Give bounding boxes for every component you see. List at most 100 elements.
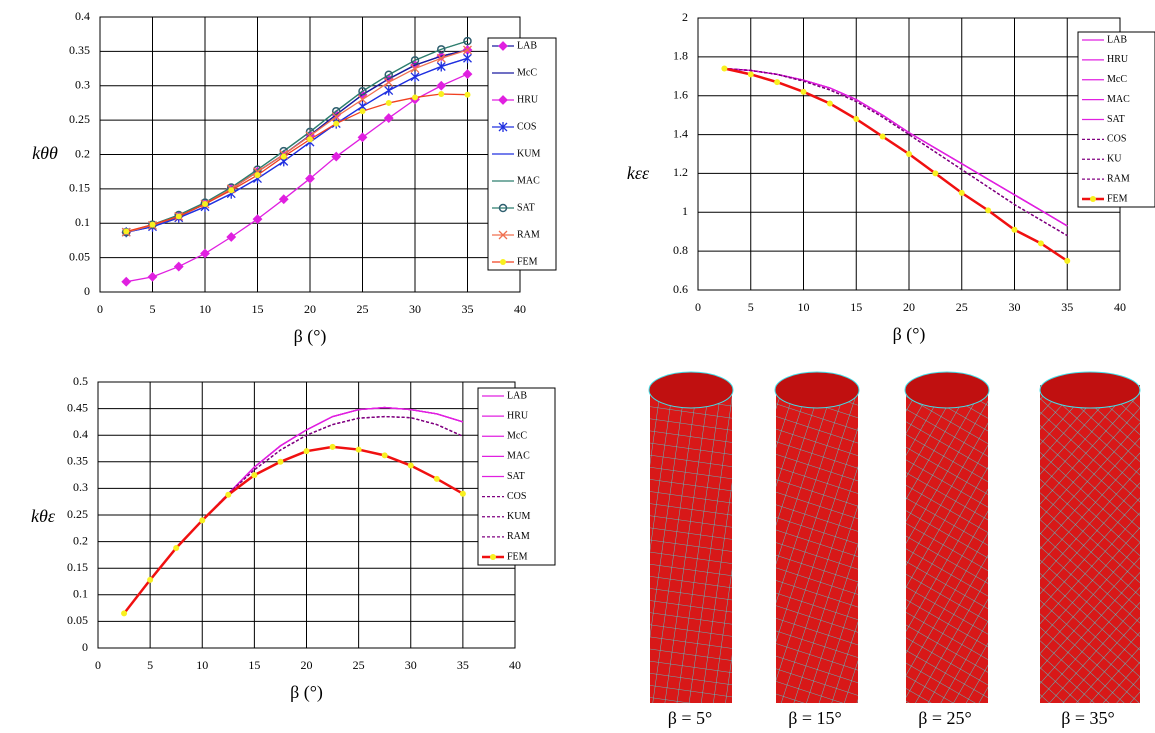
legend-label: MAC — [1107, 94, 1130, 105]
y-tick-label: 0 — [82, 640, 88, 654]
legend-label: LAB — [1107, 34, 1127, 45]
y-tick-label: 0.45 — [67, 400, 88, 414]
legend-label: COS — [1107, 134, 1126, 145]
x-tick-label: 40 — [509, 658, 521, 672]
x-tick-label: 5 — [150, 302, 156, 316]
y-tick-label: 2 — [682, 10, 688, 24]
legend-label: HRU — [1107, 54, 1129, 65]
series-line — [123, 445, 464, 615]
y-tick-label: 0.05 — [67, 613, 88, 627]
marker — [359, 108, 366, 115]
marker — [410, 56, 420, 65]
marker — [958, 189, 965, 196]
marker — [358, 95, 367, 104]
marker — [385, 99, 392, 106]
x-tick-label: 5 — [147, 658, 153, 672]
legend-label: FEM — [517, 256, 538, 267]
marker — [1064, 257, 1071, 264]
marker — [149, 221, 156, 228]
legend-label: SAT — [517, 202, 535, 213]
y-axis-label: kθθ — [32, 143, 58, 163]
x-tick-label: 15 — [850, 300, 862, 314]
marker — [202, 201, 208, 207]
legend-marker — [1090, 196, 1096, 202]
y-tick-label: 1.8 — [673, 49, 688, 63]
marker — [147, 271, 158, 282]
marker — [1037, 240, 1044, 247]
marker — [1011, 226, 1018, 233]
marker — [175, 213, 182, 220]
chart: 0.60.811.21.41.61.820 5 10 15 20 25 30 35 40kεεβ… — [627, 10, 1155, 345]
y-tick-label: 0.35 — [69, 43, 90, 57]
marker — [774, 79, 781, 86]
caption: β = 25° — [918, 708, 972, 728]
cable-end — [904, 371, 990, 409]
x-tick-label: 15 — [248, 658, 260, 672]
marker — [307, 136, 313, 143]
marker — [459, 490, 466, 497]
chart: 0 0.05 0.1 0.15 0.2 0.25 0.3 0.35 0.4 0.45 0.5 0 5 10… — [31, 374, 556, 703]
y-tick-label: 0.2 — [73, 533, 88, 547]
marker — [462, 69, 473, 79]
y-tick-label: 0.15 — [69, 181, 90, 195]
y-tick-label: 0.35 — [67, 454, 88, 468]
x-tick-label: 0 — [95, 658, 101, 672]
y-tick-label: 0.3 — [75, 78, 90, 92]
marker — [200, 248, 210, 259]
cable-render — [650, 385, 732, 703]
x-tick-label: 35 — [457, 658, 469, 672]
marker — [800, 88, 807, 95]
marker — [333, 120, 340, 127]
x-tick-label: 20 — [304, 302, 316, 316]
marker — [381, 452, 388, 459]
legend-label: SAT — [507, 471, 525, 482]
marker — [280, 153, 287, 160]
marker — [407, 462, 414, 469]
marker — [226, 232, 237, 242]
legend-marker — [498, 95, 508, 105]
x-tick-label: 30 — [1009, 300, 1021, 314]
cable-end — [1039, 371, 1141, 409]
legend-label: McC — [1107, 74, 1127, 85]
legend-marker — [498, 230, 508, 240]
legend-label: FEM — [507, 551, 528, 562]
legend-label: McC — [517, 67, 537, 78]
legend-label: RAM — [507, 531, 530, 542]
marker — [932, 170, 939, 177]
marker — [278, 194, 289, 205]
marker — [121, 610, 128, 617]
x-tick-label: 30 — [409, 302, 421, 316]
marker — [433, 475, 440, 482]
legend-label: HRU — [507, 410, 529, 421]
legend-label: HRU — [517, 94, 539, 105]
cable-render — [776, 385, 858, 703]
marker — [147, 576, 154, 583]
legend-label: COS — [517, 121, 536, 132]
x-tick-label: 10 — [196, 658, 208, 672]
marker — [463, 45, 472, 55]
legend-label: COS — [507, 491, 526, 502]
x-tick-label: 0 — [97, 302, 103, 316]
legend-marker — [490, 554, 496, 560]
x-tick-label: 10 — [199, 302, 211, 316]
marker — [331, 112, 341, 122]
x-tick-label: 35 — [462, 302, 474, 316]
marker — [252, 214, 263, 225]
y-tick-label: 0.2 — [75, 146, 90, 160]
legend-label: MAC — [517, 175, 540, 186]
marker — [879, 133, 886, 140]
y-tick-label: 1.4 — [673, 126, 688, 140]
y-tick-label: 0.25 — [67, 507, 88, 521]
marker — [332, 106, 341, 116]
marker — [412, 94, 418, 101]
cable-render — [1040, 385, 1140, 703]
marker — [173, 261, 184, 272]
x-tick-label: 25 — [353, 658, 365, 672]
marker — [985, 207, 992, 214]
y-tick-label: 0.1 — [75, 215, 90, 229]
marker — [463, 36, 472, 46]
x-axis-label: β (°) — [893, 324, 926, 345]
x-tick-label: 40 — [1114, 300, 1126, 314]
x-tick-label: 30 — [405, 658, 417, 672]
series-line — [126, 73, 468, 283]
